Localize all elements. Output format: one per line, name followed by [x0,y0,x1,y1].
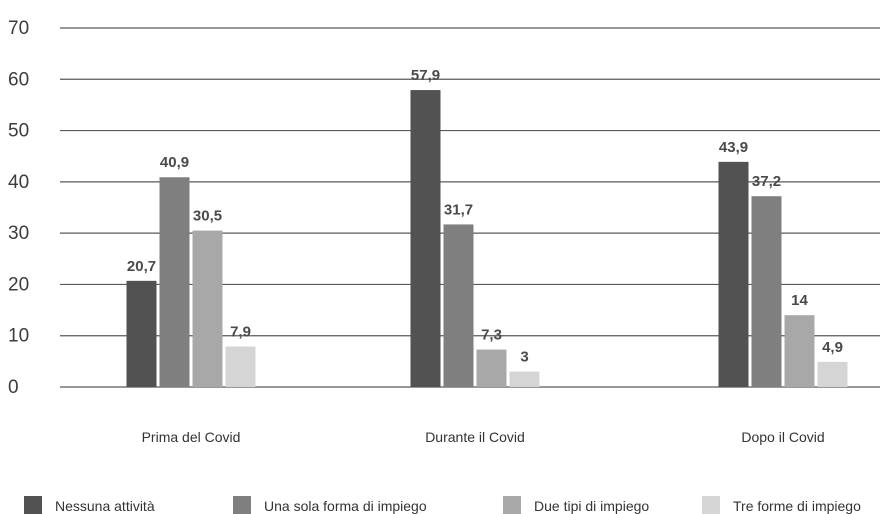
y-tick-label: 60 [8,69,29,90]
bar [509,371,540,387]
data-label: 7,9 [230,323,251,340]
data-label: 37,2 [752,173,781,190]
data-label: 3 [520,349,528,366]
bar [192,230,223,387]
data-label: 14 [791,292,808,309]
data-label: 20,7 [127,258,156,275]
data-label: 4,9 [822,339,843,356]
x-axis: Prima del Covid Durante il Covid Dopo il C… [142,429,825,445]
bar [225,346,256,387]
bar [718,161,749,387]
bar [126,280,157,387]
category-label: Dopo il Covid [741,429,824,445]
y-tick-label: 70 [8,18,29,39]
legend-label: Nessuna attività [55,498,155,514]
legend-label: Una sola forma di impiego [264,498,427,514]
y-tick-label: 30 [8,223,29,244]
data-label: 31,7 [444,201,473,218]
data-label: 40,9 [160,154,189,171]
y-tick-label: 0 [8,377,19,398]
legend-swatch [233,496,251,514]
legend-label: Tre forme di impiego [733,498,861,514]
legend-swatch [702,496,720,514]
legend-item: Una sola forma di impiego [233,496,427,514]
y-tick-label: 40 [8,172,29,193]
y-tick-label: 20 [8,274,29,295]
legend-item: Tre forme di impiego [702,496,861,514]
bar [443,224,474,387]
legend: Nessuna attività Una sola forma di impieg… [24,496,861,514]
legend-swatch [24,496,42,514]
legend-label: Due tipi di impiego [534,498,649,514]
bar [410,90,441,387]
data-labels: 20,7 40,9 30,5 7,9 57,9 31,7 7,3 3 43,937,2 14 4,9 [127,67,843,366]
category-label: Durante il Covid [425,429,525,445]
legend-item: Nessuna attività [24,496,155,514]
category-label: Prima del Covid [142,429,241,445]
bar [817,361,848,387]
y-tick-label: 10 [8,326,29,347]
legend-swatch [503,496,521,514]
bar [476,349,507,387]
bar [784,315,815,387]
bar [751,196,782,387]
y-tick-label: 50 [8,121,29,142]
legend-item: Due tipi di impiego [503,496,649,514]
y-axis: 0 10 20 30 40 50 60 70 [8,18,29,398]
data-label: 7,3 [481,327,502,344]
data-label: 57,9 [411,67,440,84]
data-label: 43,9 [719,139,748,156]
bar [159,177,190,387]
data-label: 30,5 [193,208,222,225]
bars [126,90,848,387]
